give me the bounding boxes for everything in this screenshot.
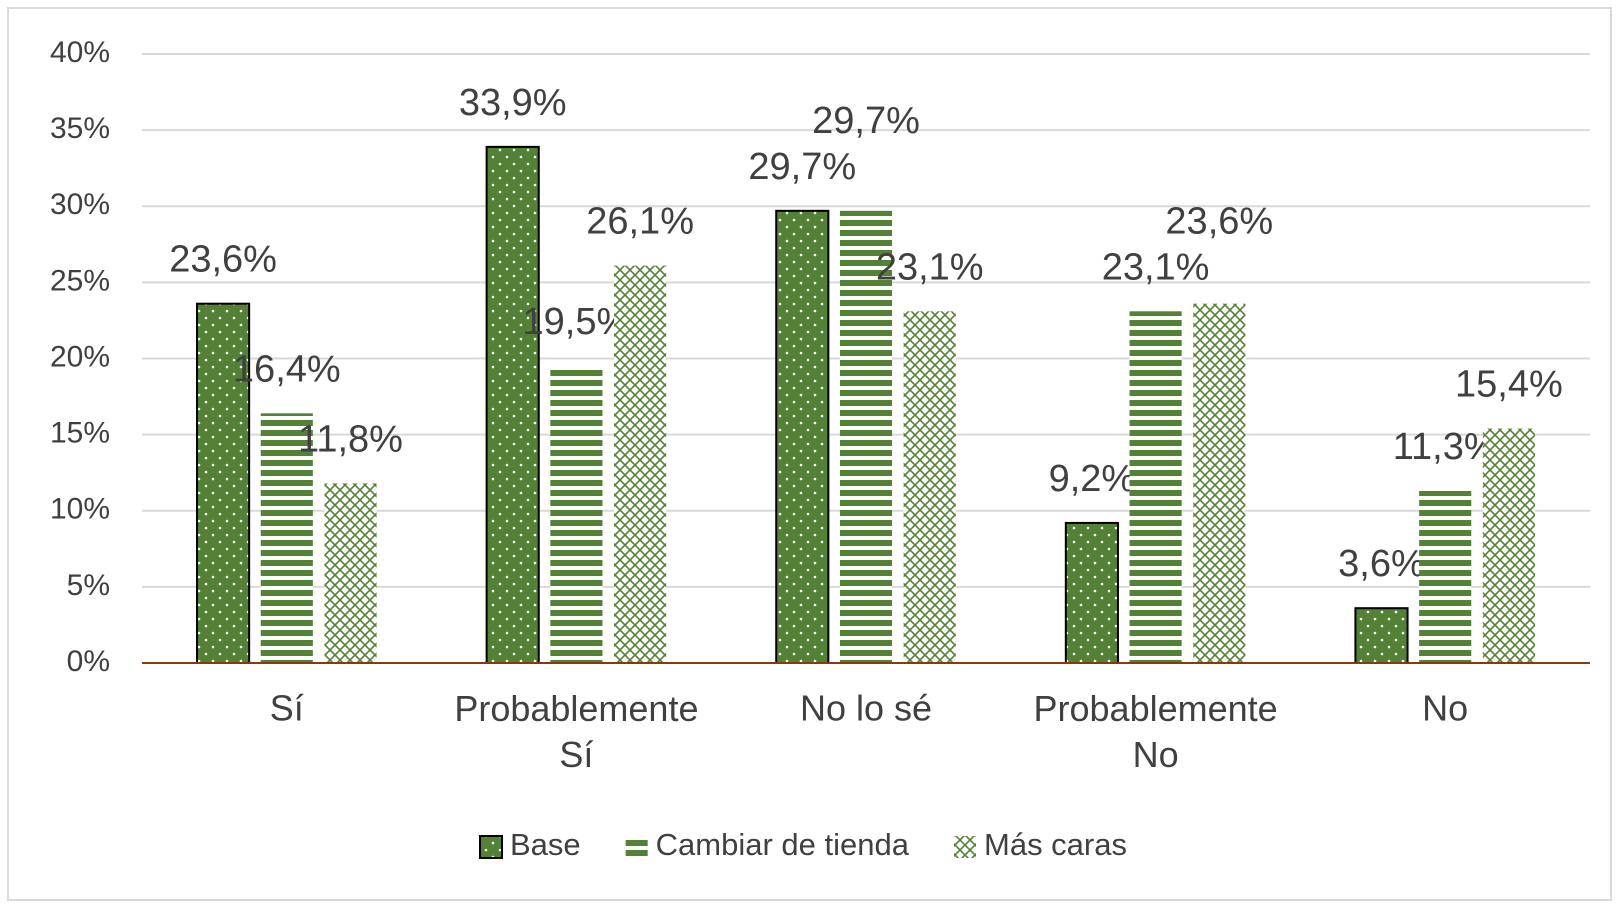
y-tick-label: 15% bbox=[50, 417, 110, 450]
data-label: 23,6% bbox=[169, 239, 277, 281]
data-label: 23,1% bbox=[876, 246, 984, 288]
data-label: 29,7% bbox=[748, 146, 856, 188]
y-tick-label: 25% bbox=[50, 264, 110, 297]
bar bbox=[1354, 607, 1409, 665]
data-label: 11,3% bbox=[1393, 426, 1498, 468]
bar bbox=[260, 413, 313, 663]
y-tick-label: 20% bbox=[50, 340, 110, 373]
data-label: 9,2% bbox=[1049, 458, 1136, 500]
bar bbox=[903, 311, 956, 663]
data-label: 26,1% bbox=[586, 201, 694, 243]
data-label: 23,1% bbox=[1102, 246, 1210, 288]
data-label: 15,4% bbox=[1455, 364, 1563, 406]
bar bbox=[1064, 521, 1119, 664]
data-label: 11,8% bbox=[298, 418, 403, 460]
legend-swatch bbox=[954, 836, 976, 858]
bar bbox=[1129, 311, 1182, 663]
bar bbox=[614, 265, 667, 663]
data-label: 33,9% bbox=[459, 82, 567, 124]
bar bbox=[1419, 490, 1472, 663]
y-tick-label: 35% bbox=[50, 112, 110, 145]
legend-swatch bbox=[479, 835, 503, 859]
legend-label: Más caras bbox=[984, 827, 1127, 862]
bar bbox=[550, 366, 603, 663]
y-tick-label: 5% bbox=[67, 569, 110, 602]
y-tick-label: 30% bbox=[50, 188, 110, 221]
x-tick-label: Sí bbox=[270, 688, 304, 729]
bar bbox=[1193, 303, 1246, 663]
bar bbox=[775, 209, 830, 664]
x-tick-label: Probablemente Sí bbox=[454, 688, 698, 775]
bar bbox=[485, 145, 540, 664]
legend-swatch bbox=[625, 836, 648, 858]
y-tick-label: 0% bbox=[67, 645, 110, 678]
data-label: 3,6% bbox=[1338, 543, 1425, 585]
x-tick-label: No lo sé bbox=[800, 688, 932, 729]
data-label: 23,6% bbox=[1165, 200, 1273, 242]
data-label: 29,7% bbox=[812, 100, 920, 142]
bar bbox=[324, 483, 377, 663]
bar bbox=[1482, 428, 1535, 663]
x-tick-label: No bbox=[1422, 688, 1468, 729]
y-tick-label: 40% bbox=[50, 36, 110, 69]
bar bbox=[839, 210, 893, 663]
data-label: 19,5% bbox=[523, 301, 631, 343]
data-label: 16,4% bbox=[233, 348, 341, 390]
x-tick-label: Probablemente No bbox=[1034, 688, 1278, 775]
legend-label: Cambiar de tienda bbox=[656, 827, 910, 862]
y-tick-label: 10% bbox=[50, 493, 110, 526]
legend-label: Base bbox=[510, 827, 581, 862]
